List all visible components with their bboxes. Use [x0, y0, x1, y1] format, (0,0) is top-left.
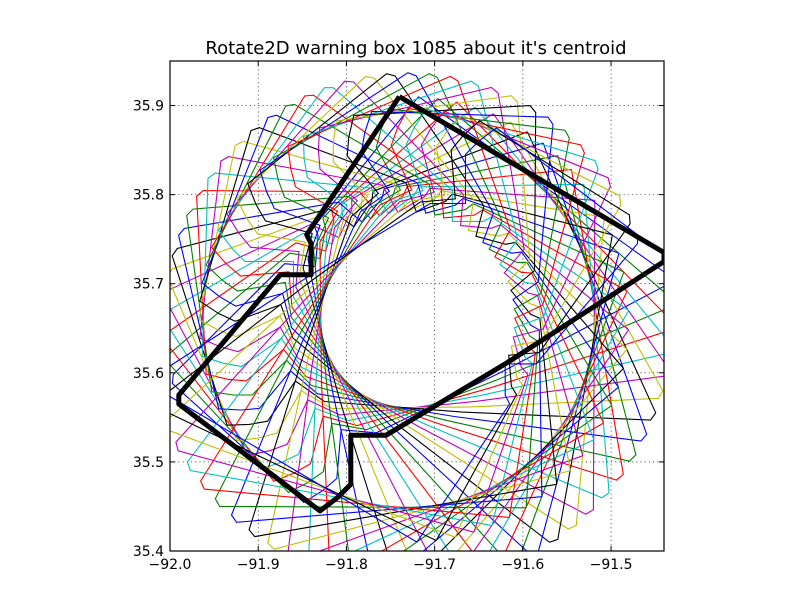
rotated-polygon	[171, 96, 664, 504]
y-tick-label: 35.5	[133, 455, 164, 471]
rotated-polygon	[199, 107, 585, 519]
grid	[169, 61, 664, 552]
rotated-polygon	[201, 114, 620, 551]
x-tick-label: −91.6	[501, 557, 544, 573]
x-tick-label: −91.8	[325, 557, 368, 573]
rotated-polygon	[236, 75, 628, 551]
rotated-polygon	[217, 87, 630, 551]
rotated-polygon	[170, 101, 664, 482]
rotated-polygon	[196, 168, 624, 481]
rotated-polygon	[302, 80, 595, 551]
rotated-polygon	[170, 120, 631, 541]
rotated-polygon	[170, 127, 639, 543]
rotated-polygon	[230, 110, 554, 523]
y-tick-label: 35.9	[133, 99, 164, 115]
rotated-polygon	[205, 103, 625, 551]
rotated-polygon	[178, 142, 648, 442]
rotated-polygon	[201, 172, 610, 499]
y-tick-label: 35.7	[133, 277, 164, 293]
rotated-polygon	[171, 131, 657, 426]
rotated-polygon	[199, 127, 613, 543]
rotated-polygon	[247, 73, 624, 551]
rotated-polygon	[267, 95, 571, 550]
rotated-polygon	[287, 75, 605, 551]
chart-title: Rotate2D warning box 1085 about it's cen…	[205, 38, 626, 59]
rotated-polygon	[259, 72, 619, 551]
rotated-polygon	[186, 155, 637, 462]
plot-frame	[169, 60, 665, 552]
rotated-polygon	[248, 105, 558, 538]
rotated-polygons	[170, 72, 664, 551]
x-tick-label: −91.9	[237, 557, 280, 573]
y-tick-label: 35.6	[133, 366, 164, 382]
original-polygon	[176, 94, 664, 514]
original-polygon-layer	[176, 94, 664, 514]
x-tick-label: −92.0	[149, 557, 192, 573]
axis-ticks: −92.0 −91.9 −91.8 −91.7 −91.6 −91.5 35.4 35.5 35…	[133, 61, 664, 573]
y-tick-label: 35.4	[133, 544, 164, 560]
x-tick-label: −91.7	[413, 557, 456, 573]
rotated-polygon	[170, 121, 664, 442]
rotated-polygon	[170, 114, 622, 538]
rotated-polygon	[186, 108, 599, 527]
y-tick-label: 35.8	[133, 188, 164, 204]
rotated-polygon	[272, 73, 613, 551]
rotated-polygon	[170, 113, 664, 456]
rotated-polygon	[170, 98, 664, 494]
rotated-polygon	[198, 140, 605, 530]
rotated-polygon	[287, 86, 584, 551]
x-tick-label: −91.5	[590, 557, 633, 573]
rotated-polygon	[170, 106, 664, 470]
rotated-polygon	[210, 94, 628, 551]
rotated-polygon	[199, 156, 596, 515]
rotated-polygon	[226, 80, 630, 551]
